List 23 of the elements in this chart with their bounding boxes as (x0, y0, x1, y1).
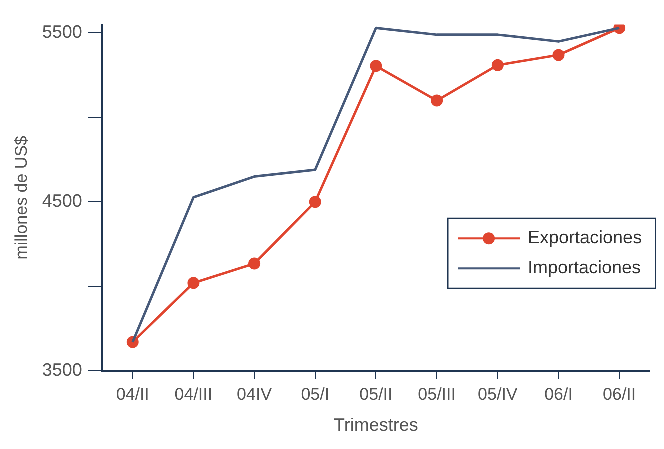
y-axis-title: millones de US$ (12, 135, 31, 260)
point (492, 59, 504, 72)
point (552, 49, 565, 62)
point (188, 277, 200, 290)
legend-label: Importaciones (528, 258, 642, 278)
x-tick-label: 06/II (603, 384, 636, 404)
point (431, 94, 444, 107)
x-tick-label: 05/I (301, 384, 330, 404)
y-tick-label: 5500 (42, 22, 82, 42)
x-tick-label: 04IV (237, 384, 273, 404)
point (370, 60, 382, 72)
y-tick-label: 3500 (42, 360, 82, 380)
x-tick-label: 05/II (360, 384, 393, 404)
x-tick-label: 04/II (116, 384, 150, 404)
legend-label: Exportaciones (528, 228, 642, 248)
x-axis-title: Trimestres (334, 415, 418, 436)
point (248, 258, 261, 270)
x-tick-label: 05/IV (478, 384, 518, 404)
point (309, 196, 322, 208)
y-tick-label: 4500 (42, 191, 82, 212)
x-tick-label: 06/I (544, 384, 573, 404)
x-tick-label: 05/III (418, 384, 456, 404)
x-tick-label: 04/III (174, 384, 213, 404)
